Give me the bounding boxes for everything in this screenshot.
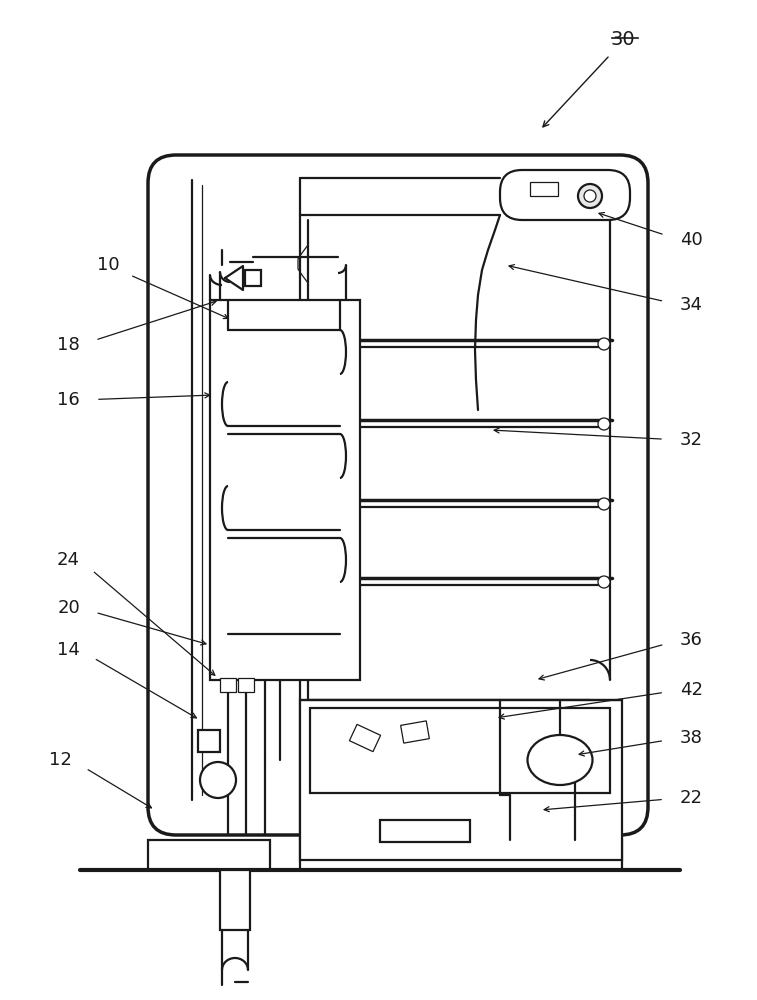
Text: 36: 36 (680, 631, 703, 649)
Bar (210, 300, 360, 680)
Text: 18: 18 (58, 336, 80, 354)
Ellipse shape (528, 735, 593, 785)
Circle shape (598, 338, 610, 350)
Text: 14: 14 (57, 641, 80, 659)
Bar (220, 870, 250, 930)
Bar (400, 721, 429, 743)
Bar (300, 700, 622, 860)
Text: 40: 40 (680, 231, 702, 249)
Bar (148, 840, 270, 870)
Text: 30: 30 (611, 30, 635, 49)
Bar (310, 708, 610, 793)
Bar (220, 678, 236, 692)
Text: 12: 12 (49, 751, 72, 769)
FancyBboxPatch shape (500, 170, 630, 220)
Circle shape (578, 184, 602, 208)
FancyBboxPatch shape (148, 155, 648, 835)
Circle shape (584, 190, 596, 202)
Circle shape (598, 418, 610, 430)
Bar (350, 724, 381, 752)
Text: 42: 42 (680, 681, 703, 699)
Circle shape (598, 576, 610, 588)
Bar (380, 820, 470, 842)
Text: 32: 32 (680, 431, 703, 449)
Text: 24: 24 (57, 551, 80, 569)
Bar (245, 270, 261, 286)
Text: 10: 10 (97, 256, 120, 274)
Bar (300, 840, 622, 870)
Text: 34: 34 (680, 296, 703, 314)
Text: 20: 20 (58, 599, 80, 617)
Polygon shape (225, 266, 243, 290)
Circle shape (200, 762, 236, 798)
Bar (198, 730, 220, 752)
Circle shape (598, 498, 610, 510)
Text: 16: 16 (58, 391, 80, 409)
Bar (530, 182, 558, 196)
Text: 38: 38 (680, 729, 703, 747)
Text: 22: 22 (680, 789, 703, 807)
Bar (238, 678, 254, 692)
